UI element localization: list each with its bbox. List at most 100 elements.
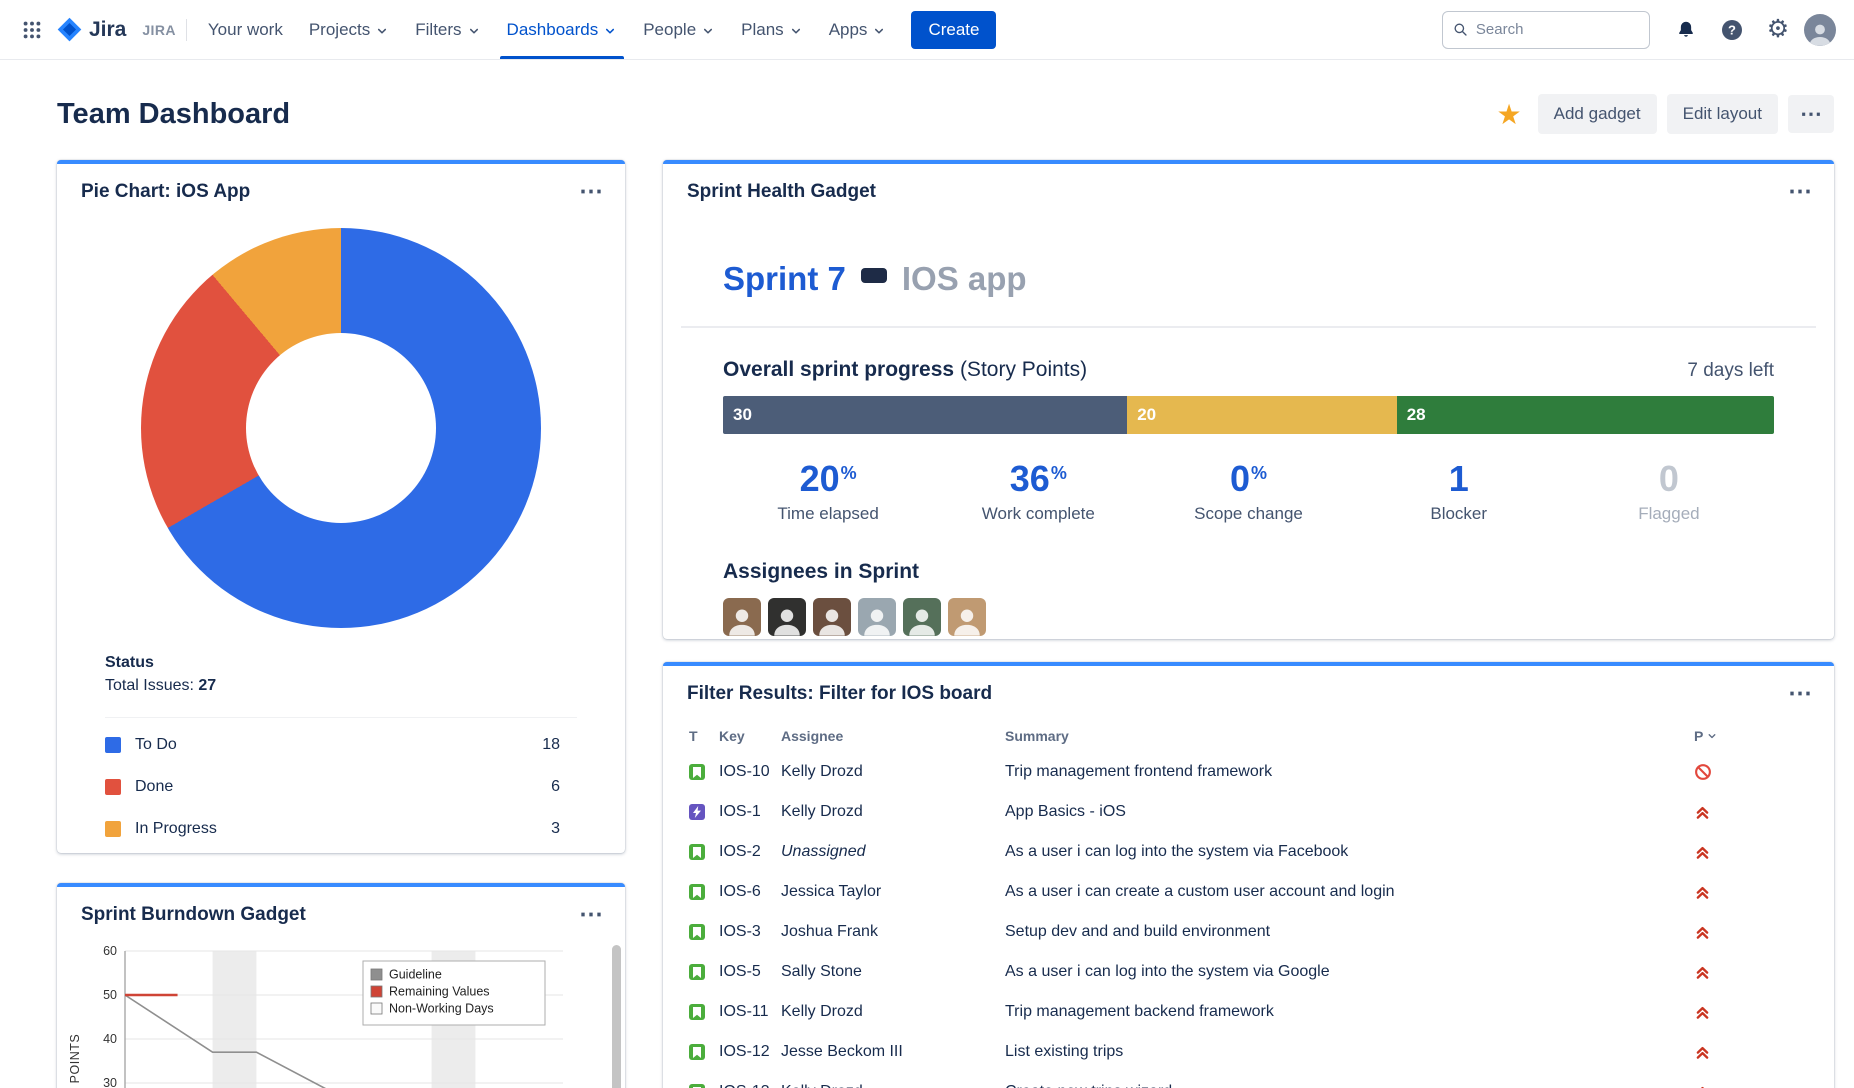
edit-layout-button[interactable]: Edit layout [1666,94,1778,134]
days-left: 7 days left [1687,360,1774,381]
issue-type-cell [689,992,719,1032]
legend-item[interactable]: In Progress 3 [105,808,560,850]
jira-logo-icon [57,17,82,42]
issue-key[interactable]: IOS-1 [719,803,761,820]
assignee-avatar[interactable] [768,598,806,636]
y-tick-label: 40 [103,1032,117,1046]
favorite-star-button[interactable]: ★ [1491,98,1528,131]
add-gadget-button[interactable]: Add gadget [1537,94,1657,134]
scrollbar-thumb[interactable] [612,945,621,1088]
gadget-menu-button[interactable]: ⋯ [569,903,613,927]
assignee-avatar[interactable] [948,598,986,636]
priority-highest-icon [1696,926,1709,939]
dashboard-more-button[interactable]: ⋯ [1788,94,1834,134]
sprint-name[interactable]: Sprint 7 [723,260,846,297]
issue-key[interactable]: IOS-6 [719,883,761,900]
burndown-chart: 6050403020100STORY POINTSGuidelineRemain… [57,927,625,1088]
issue-summary[interactable]: Create new trips wizard [1005,1072,1694,1088]
issue-summary[interactable]: As a user i can create a custom user acc… [1005,883,1395,900]
sprint-stat-time-elapsed: 20% Time elapsed [723,458,933,524]
assignee-avatar[interactable] [903,598,941,636]
gadget-title: Filter Results: Filter for IOS board [687,683,993,704]
issue-summary[interactable]: Setup dev and and build environment [1005,923,1271,940]
help-button[interactable]: ? [1712,10,1752,50]
issue-assignee: Joshua Frank [781,923,878,940]
progress-title: Overall sprint progress (Story Points) [723,358,1087,382]
search-input[interactable] [1475,21,1639,38]
y-tick-label: 50 [103,988,117,1002]
legend-item[interactable]: Done 6 [105,766,560,808]
jira-logo[interactable]: Jira [52,16,136,43]
person-icon [819,609,845,636]
app-switcher-button[interactable] [12,10,52,50]
stat-unit: % [1050,463,1067,483]
issue-key[interactable]: IOS-2 [719,843,761,860]
issue-summary[interactable]: As a user i can log into the system via … [1005,963,1330,980]
progress-segment: 28 [1396,396,1774,434]
issue-key[interactable]: IOS-12 [719,1043,770,1060]
story-type-icon [689,1044,705,1060]
gadget-menu-button[interactable]: ⋯ [569,180,613,204]
priority-highest-icon [1696,1046,1709,1059]
nav-item-projects[interactable]: Projects [296,0,402,59]
assignee-avatar[interactable] [723,598,761,636]
dashboard-actions: ★ Add gadget Edit layout ⋯ [1491,94,1834,134]
priority-highest-icon [1696,846,1709,859]
stat-value: 20% [799,458,857,499]
issue-summary[interactable]: App Basics - iOS [1005,803,1126,820]
search-box[interactable] [1442,10,1650,49]
chart-legend-label: Guideline [389,968,442,982]
issue-summary[interactable]: Trip management backend framework [1005,1003,1274,1020]
story-type-icon [689,924,705,940]
issue-key[interactable]: IOS-11 [719,1003,769,1020]
chevron-down-icon [875,28,884,34]
stat-value: 0% [1229,458,1268,499]
issue-key[interactable]: IOS-10 [719,763,770,780]
card-header: Sprint Burndown Gadget ⋯ [57,887,625,927]
donut-chart[interactable] [141,228,541,628]
issue-type-cell [689,752,719,792]
column-header-key: Key [719,720,781,752]
issue-key[interactable]: IOS-5 [719,963,761,980]
chevron-down-icon [378,28,387,34]
svg-text:?: ? [1728,22,1736,37]
settings-button[interactable]: ⚙ [1758,10,1798,50]
chevron-down-icon [469,28,478,34]
gadget-menu-button[interactable]: ⋯ [1778,682,1822,706]
topbar-right: ? ⚙ [1442,10,1836,50]
progress-title-text: Overall sprint progress [723,358,955,381]
assignee-avatar[interactable] [813,598,851,636]
nav-item-filters[interactable]: Filters [402,0,493,59]
create-button[interactable]: Create [911,10,997,49]
nav-item-people[interactable]: People [630,0,728,59]
notifications-button[interactable] [1666,10,1706,50]
grid-icon [23,21,41,38]
issues-table: T Key Assignee Summary P IOS-10 Kelly Drozd Tri… [663,706,1834,1088]
story-type-icon [689,884,705,900]
issue-key[interactable]: IOS-13 [719,1072,781,1088]
issue-key[interactable]: IOS-3 [719,923,761,940]
sprint-stat-scope-change: 0% Scope change [1143,458,1353,524]
legend-label: To Do [135,736,177,753]
issue-summary[interactable]: List existing trips [1005,1043,1124,1060]
issue-priority-cell [1694,792,1814,832]
issue-summary[interactable]: Trip management frontend framework [1005,763,1273,780]
issue-assignee: Unassigned [781,843,866,860]
column-header-p[interactable]: P [1694,720,1814,752]
nav-item-apps[interactable]: Apps [816,0,900,59]
assignee-avatar[interactable] [858,598,896,636]
person-icon [1809,24,1831,46]
person-icon [864,609,890,636]
legend-item[interactable]: To Do 18 [105,724,560,766]
user-avatar[interactable] [1804,13,1836,46]
divider [185,18,187,41]
issue-summary[interactable]: As a user i can log into the system via … [1005,843,1349,860]
gadget-menu-button[interactable]: ⋯ [1778,180,1822,204]
nav-item-label: People [643,19,697,39]
nav-item-plans[interactable]: Plans [728,0,816,59]
issue-assignee: Kelly Drozd [781,1072,1005,1088]
nav-item-your-work[interactable]: Your work [195,0,296,59]
nav-item-dashboards[interactable]: Dashboards [494,0,631,59]
column-label: Summary [1005,728,1069,744]
issue-priority-cell [1694,912,1814,952]
